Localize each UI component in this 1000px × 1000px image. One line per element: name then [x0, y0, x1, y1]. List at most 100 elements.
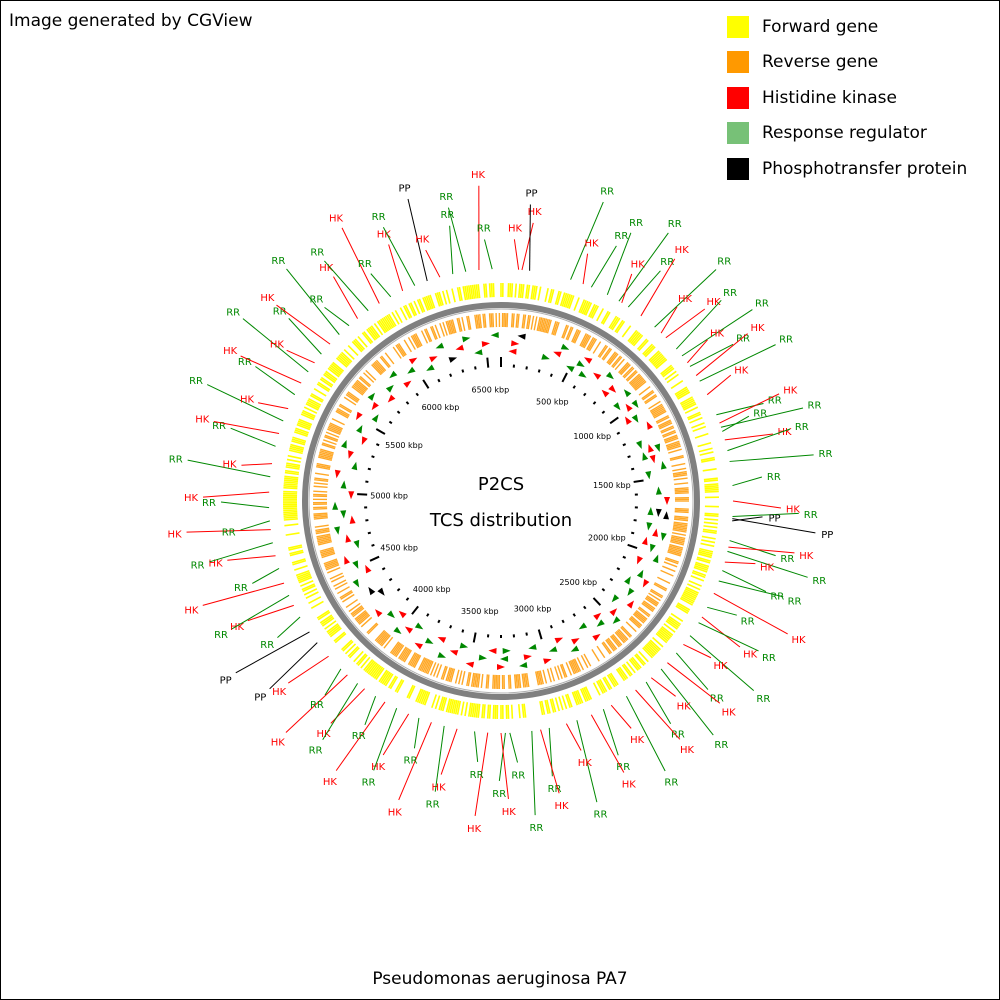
rr-callout-line — [483, 239, 493, 270]
forward-gene-mark — [701, 535, 716, 540]
rr-label: RR — [309, 745, 323, 756]
forward-gene-mark — [704, 514, 719, 518]
forward-gene-mark — [370, 664, 381, 677]
hk-callout-line — [728, 546, 795, 554]
forward-gene-mark — [369, 326, 379, 339]
rr-glyph — [646, 522, 653, 531]
rr-callout-line — [413, 717, 420, 749]
legend-item-response-regulator: Response regulator — [727, 116, 967, 152]
reverse-gene-mark — [674, 488, 689, 492]
hk-glyph — [593, 612, 602, 621]
forward-gene-mark — [408, 303, 416, 317]
forward-gene-mark — [307, 399, 321, 408]
scale-label: 5500 kbp — [385, 441, 423, 450]
pp-label: PP — [821, 530, 833, 541]
forward-gene-mark — [440, 696, 446, 711]
reverse-gene-mark — [670, 537, 685, 543]
pp-callout-line — [732, 516, 763, 522]
forward-gene-mark — [319, 378, 333, 388]
rr-label: RR — [492, 789, 506, 800]
hk-label: HK — [432, 782, 447, 793]
reverse-gene-mark — [432, 663, 440, 677]
forward-gene-mark — [471, 284, 476, 299]
forward-gene-mark — [295, 570, 310, 577]
reverse-gene-mark — [582, 334, 590, 348]
forward-gene-mark — [373, 323, 384, 336]
reverse-gene-mark — [480, 673, 484, 689]
phosphotransfer-protein-swatch — [727, 157, 749, 180]
scale-minor-tick — [609, 577, 614, 582]
rr-label: RR — [358, 259, 372, 270]
forward-gene-mark — [583, 301, 591, 315]
hk-label: HK — [675, 245, 690, 256]
reverse-gene-mark — [412, 654, 420, 668]
forward-gene-mark — [292, 559, 307, 566]
reverse-gene-mark — [666, 442, 681, 448]
reverse-gene-mark — [342, 593, 355, 603]
reverse-gene-mark — [482, 313, 486, 328]
reverse-gene-mark — [625, 369, 637, 381]
forward-gene-mark — [683, 591, 697, 599]
reverse-gene-mark — [442, 666, 448, 681]
forward-gene-mark — [310, 392, 324, 402]
rr-callout-line — [722, 415, 750, 432]
scale-minor-tick — [616, 567, 621, 571]
forward-gene-mark — [701, 458, 716, 463]
rr-label: RR — [755, 298, 769, 309]
forward-gene-mark — [643, 344, 655, 357]
forward-gene-mark — [631, 333, 642, 346]
hk-label: HK — [388, 807, 403, 818]
forward-gene-mark — [294, 429, 309, 436]
forward-gene-mark — [676, 389, 690, 399]
forward-gene-mark — [575, 690, 582, 705]
reverse-gene-mark — [644, 597, 658, 607]
hk-glyph — [642, 579, 650, 588]
forward-gene-mark — [704, 490, 719, 493]
reverse-gene-mark — [667, 445, 681, 451]
hk-label: HK — [678, 294, 693, 305]
reverse-gene-mark — [607, 637, 618, 650]
reverse-gene-mark — [540, 318, 546, 332]
forward-gene-mark — [288, 449, 303, 455]
reverse-gene-mark — [655, 415, 669, 423]
hk-callout-line — [713, 592, 788, 635]
reverse-gene-mark — [535, 671, 540, 686]
forward-gene-mark — [561, 695, 568, 710]
forward-gene-mark — [283, 516, 298, 519]
forward-gene-mark — [383, 672, 393, 686]
forward-gene-mark — [687, 413, 702, 421]
forward-gene-mark — [490, 283, 493, 298]
forward-gene-mark — [621, 325, 632, 338]
rr-callout-line — [286, 268, 340, 335]
hk-callout-line — [247, 604, 294, 622]
reverse-gene-mark — [358, 614, 371, 625]
rr-callout-line — [645, 681, 672, 725]
forward-gene-mark — [666, 373, 679, 384]
forward-gene-mark — [488, 704, 492, 719]
hk-callout-line — [500, 732, 509, 799]
forward-gene-mark — [670, 380, 684, 390]
rr-callout-line — [625, 695, 666, 772]
forward-gene-mark — [696, 558, 711, 564]
forward-gene-mark — [445, 289, 451, 304]
scale-minor-tick — [437, 619, 441, 624]
reverse-gene-mark — [345, 393, 358, 404]
rr-callout-line — [447, 207, 467, 272]
reverse-gene-mark — [472, 672, 476, 688]
rr-callout-line — [231, 594, 290, 630]
rr-callout-line — [689, 343, 734, 367]
rr-callout-line — [364, 695, 377, 726]
forward-gene-mark — [662, 367, 675, 378]
hk-glyph — [648, 444, 654, 453]
rr-callout-line — [570, 201, 604, 280]
reverse-gene-mark — [673, 477, 688, 481]
pp-label: PP — [526, 189, 538, 200]
rr-glyph — [661, 461, 667, 470]
forward-gene-mark — [615, 668, 626, 682]
rr-label: RR — [717, 257, 731, 268]
rr-label: RR — [222, 527, 236, 538]
forward-gene-mark — [618, 666, 629, 679]
reverse-gene-mark — [673, 518, 689, 522]
forward-gene-mark — [384, 673, 394, 687]
forward-gene-mark — [418, 689, 426, 704]
